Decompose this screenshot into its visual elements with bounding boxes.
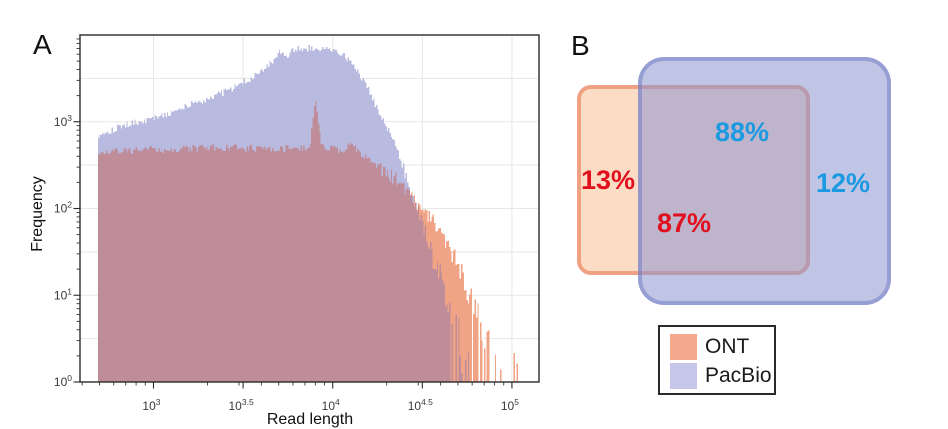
svg-text:102: 102 <box>54 200 72 216</box>
svg-text:103.5: 103.5 <box>229 397 254 413</box>
svg-text:103: 103 <box>142 397 160 413</box>
pacbio-color-swatch <box>670 362 697 389</box>
ont-color-swatch <box>670 333 697 360</box>
venn-pacbio-rect <box>638 57 891 305</box>
venn-percent-pacbio-only: 12% <box>815 168 871 198</box>
venn-percent-shared-of-pacbio: 88% <box>714 117 770 147</box>
legend-label-ont: ONT <box>705 334 750 358</box>
legend-item-pacbio: PacBio <box>670 361 774 390</box>
x-axis-label: Read length <box>266 411 354 428</box>
panel-a-label: A <box>33 29 52 60</box>
legend: ONT PacBio <box>658 325 776 395</box>
svg-text:100: 100 <box>54 373 72 389</box>
panel-b-label: B <box>571 30 590 61</box>
svg-text:105: 105 <box>501 397 519 413</box>
svg-text:104.5: 104.5 <box>408 397 433 413</box>
venn-percent-shared-of-ont: 87% <box>656 208 712 238</box>
svg-text:103: 103 <box>54 113 72 129</box>
legend-item-ont: ONT <box>670 332 774 361</box>
y-axis-label: Frequency <box>29 176 46 252</box>
venn-percent-ont-only: 13% <box>580 165 636 195</box>
legend-label-pacbio: PacBio <box>705 363 772 387</box>
svg-text:101: 101 <box>54 286 72 302</box>
